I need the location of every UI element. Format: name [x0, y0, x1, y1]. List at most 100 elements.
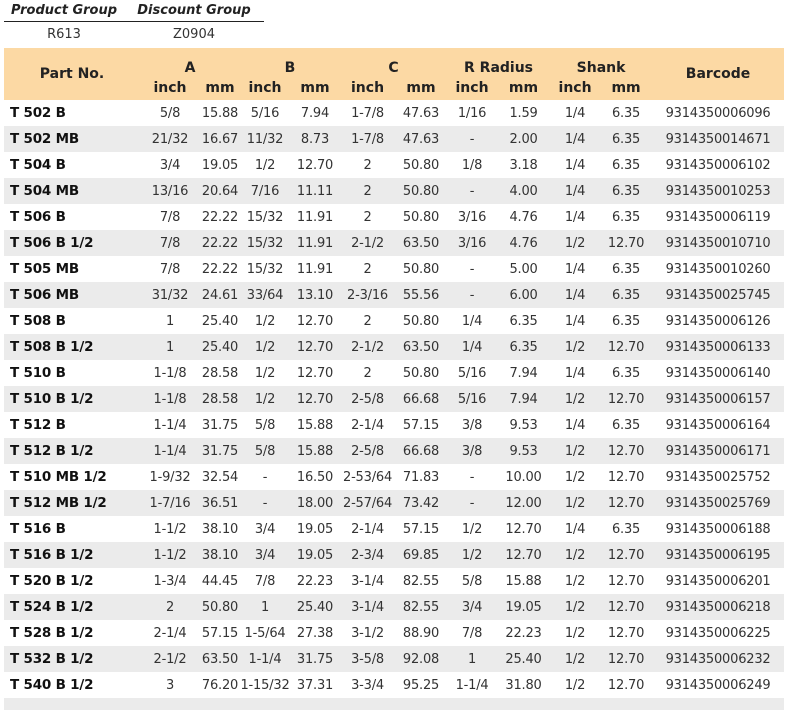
cell-r-mm: 12.00 — [497, 490, 551, 516]
header-unit-mm: mm — [200, 76, 240, 100]
cell-shank-mm: 6.35 — [611, 157, 641, 173]
cell-c-mm: 63.50 — [395, 230, 448, 256]
cell-r-inch: 1 — [447, 646, 498, 672]
cell-shank-mm: 6.35 — [611, 261, 641, 277]
cell-c-inch: 2-3/4 — [340, 542, 396, 568]
cell-b-mm: 11.11 — [290, 178, 341, 204]
cell-barcode: 9314350006096 — [665, 105, 771, 121]
cell-part-no: T 505 MB — [10, 261, 79, 277]
header-unit-inch: inch — [550, 76, 601, 100]
cell-a-mm: 28.58 — [200, 386, 240, 412]
cell-a-inch: 1 — [165, 313, 175, 329]
cell-a-inch: 7/8 — [140, 230, 200, 256]
cell-r-mm: 6.35 — [497, 334, 551, 360]
cell-barcode: 9314350006171 — [652, 438, 785, 464]
table-row: T 540 B 1/2 3 76.20 1-15/32 37.31 3-3/4 95.25 1… — [4, 672, 784, 698]
cell-b-mm: 25.40 — [290, 594, 341, 620]
cell-c-mm: 50.80 — [402, 365, 440, 381]
header-unit-inch: inch — [447, 76, 498, 100]
cell-part-no: T 510 B — [10, 365, 66, 381]
cell-c-mm: 57.15 — [402, 417, 440, 433]
cell-shank-mm: 6.35 — [611, 209, 641, 225]
cell-b-mm: 11.91 — [296, 209, 334, 225]
cell-c-inch: 3-1/4 — [351, 573, 384, 589]
cell-part-no: T 506 B 1/2 — [4, 230, 140, 256]
cell-a-mm: 28.58 — [201, 365, 239, 381]
cell-part-no: T 524 B 1/2 — [4, 594, 140, 620]
cell-b-inch: - — [240, 490, 290, 516]
cell-a-inch: 3 — [165, 677, 175, 693]
product-group-label: Product Group — [10, 3, 118, 18]
header-shank: Shank — [550, 48, 653, 76]
cell-shank-inch: 1/4 — [550, 178, 601, 204]
table-row: T 502 B 5/8 15.88 5/16 7.94 1-7/8 47.63 1/16 1.5… — [4, 100, 784, 126]
cell-r-mm: 6.00 — [497, 282, 551, 308]
cell-b-inch: 1/2 — [254, 157, 276, 173]
cell-shank-mm: 6.35 — [611, 313, 641, 329]
header-unit-mm: mm — [600, 76, 653, 100]
table-row: T 506 B 1/2 7/8 22.22 15/32 11.91 2-1/2 63.50 3… — [4, 230, 785, 256]
cell-c-inch: 2 — [363, 209, 372, 225]
cell-part-no: T 504 MB — [4, 178, 140, 204]
cell-b-inch: 5/8 — [240, 438, 290, 464]
cell-c-inch: 2-1/2 — [340, 334, 396, 360]
cell-r-mm: 1.59 — [509, 105, 538, 121]
cell-r-mm: 4.76 — [497, 230, 551, 256]
cell-part-no: T 506 B — [10, 209, 66, 225]
cell-c-mm: 55.56 — [395, 282, 448, 308]
cell-shank-mm: 12.70 — [600, 386, 653, 412]
table-row: T 504 MB 13/16 20.64 7/16 11.11 2 50.80-4.00 1/… — [4, 178, 785, 204]
cell-barcode: 9314350010253 — [652, 178, 785, 204]
cell-r-inch: - — [469, 469, 475, 485]
cell-a-mm: 24.61 — [200, 282, 240, 308]
cell-b-inch: 15/32 — [246, 261, 284, 277]
cell-b-mm: 11.91 — [296, 261, 334, 277]
cell-a-mm: 50.80 — [200, 594, 240, 620]
table-row-empty — [4, 698, 785, 710]
cell-shank-inch: 1/2 — [564, 469, 586, 485]
cell-b-mm: 13.10 — [290, 282, 341, 308]
cell-r-inch: 3/4 — [447, 594, 498, 620]
cell-barcode: 9314350006119 — [665, 209, 771, 225]
cell-barcode: 9314350025769 — [652, 490, 785, 516]
cell-part-no: T 510 MB 1/2 — [10, 469, 107, 485]
cell-r-mm: 4.76 — [509, 209, 538, 225]
cell-r-inch: - — [447, 178, 498, 204]
cell-shank-inch: 1/2 — [550, 334, 601, 360]
cell-part-no: T 516 B 1/2 — [4, 542, 140, 568]
cell-a-mm: 32.54 — [201, 469, 239, 485]
table-row: T 510 MB 1/2 1-9/32 32.54 - 16.50 2-53/64 71.8… — [4, 464, 784, 490]
cell-b-mm: 15.88 — [290, 438, 341, 464]
cell-part-no: T 532 B 1/2 — [4, 646, 140, 672]
cell-c-inch: 3-5/8 — [340, 646, 396, 672]
cell-r-inch: 3/16 — [457, 209, 487, 225]
cell-b-mm: 12.70 — [290, 334, 341, 360]
cell-r-mm: 19.05 — [497, 594, 551, 620]
cell-c-inch: 1-7/8 — [351, 105, 384, 121]
table-row: T 520 B 1/2 1-3/4 44.45 7/8 22.23 3-1/4 82.55 5… — [4, 568, 784, 594]
cell-r-inch: 3/16 — [447, 230, 498, 256]
cell-c-mm: 50.80 — [402, 157, 440, 173]
cell-barcode: 9314350010710 — [652, 230, 785, 256]
cell-c-mm: 82.55 — [395, 594, 448, 620]
cell-c-mm: 47.63 — [395, 126, 448, 152]
cell-shank-mm: 12.70 — [607, 469, 645, 485]
cell-r-inch: 7/8 — [461, 625, 483, 641]
table-row: T 528 B 1/2 2-1/4 57.15 1-5/64 27.38 3-1/2 88.… — [4, 620, 784, 646]
cell-c-mm: 82.55 — [402, 573, 440, 589]
cell-a-inch: 1-1/8 — [153, 365, 187, 381]
cell-r-mm: 31.80 — [505, 677, 542, 693]
cell-a-inch: 2 — [140, 594, 200, 620]
cell-shank-inch: 1/2 — [564, 625, 586, 641]
table-row: T 510 B 1-1/8 28.58 1/2 12.70 2 50.80 5/16 7.94 1… — [4, 360, 784, 386]
cell-c-inch: 3-1/2 — [351, 625, 384, 641]
cell-shank-inch: 1/4 — [564, 261, 586, 277]
cell-barcode: 9314350006133 — [652, 334, 785, 360]
cell-r-inch: 3/8 — [447, 438, 498, 464]
cell-shank-mm: 12.70 — [607, 625, 645, 641]
cell-b-mm: 18.00 — [290, 490, 341, 516]
cell-b-mm: 37.31 — [296, 677, 334, 693]
cell-part-no: T 540 B 1/2 — [10, 677, 94, 693]
cell-shank-inch: 1/4 — [564, 157, 586, 173]
cell-b-mm: 27.38 — [296, 625, 334, 641]
